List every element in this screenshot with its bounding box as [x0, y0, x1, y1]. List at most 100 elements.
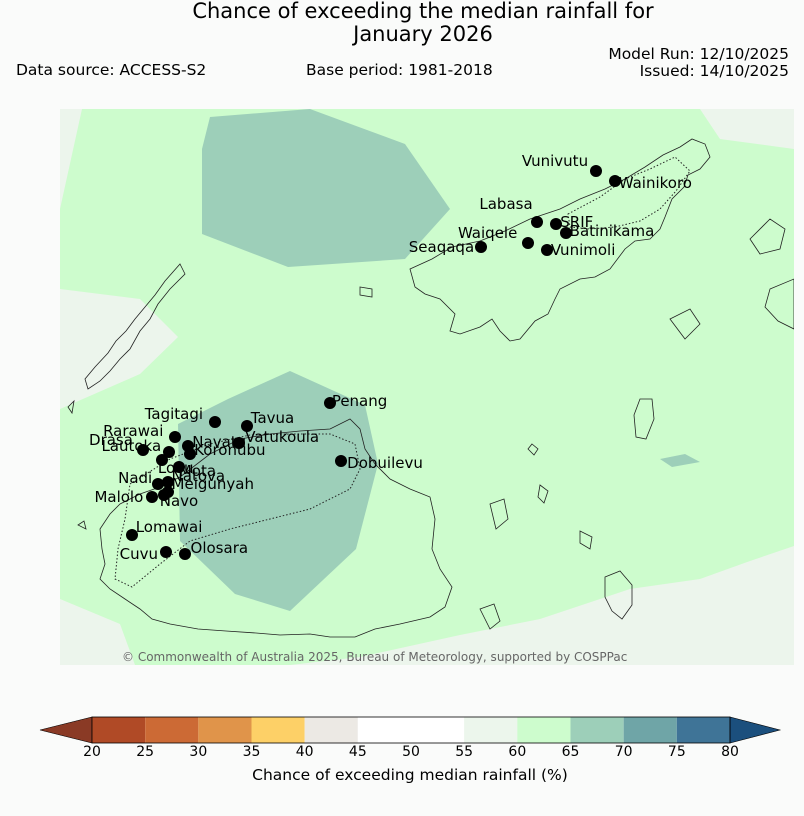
colorbar-swatch-75-80: [676, 717, 730, 743]
colorbar-frame: [91, 716, 731, 744]
base-period: Base period: 1981-2018: [306, 61, 493, 79]
station-marker-vunimoli: [540, 244, 553, 257]
station-marker-nadi: [152, 478, 165, 491]
station-marker-natova: [161, 476, 174, 489]
colorbar-tick-50: 50: [402, 744, 420, 760]
map-title: Chance of exceeding the median rainfall …: [0, 0, 804, 46]
colorbar-tick-65: 65: [561, 744, 580, 760]
station-marker-malolo: [146, 491, 159, 504]
station-label-vunivutu: Vunivutu: [521, 152, 589, 171]
colorbar-swatch-60-65: [517, 717, 571, 743]
station-marker-vunivutu: [589, 165, 602, 178]
station-marker-penang: [323, 397, 336, 410]
colorbar-tick-35: 35: [242, 744, 261, 760]
probability-zone-65-70-north: [202, 109, 450, 267]
colorbar-swatch-55-60: [464, 717, 518, 743]
yasawa-islands: [84, 263, 186, 390]
run-info: Model Run: 12/10/2025 Issued: 14/10/2025: [608, 46, 789, 80]
kadavu-coast: [604, 570, 633, 620]
map-canvas: [60, 109, 794, 665]
colorbar-under-arrow: [39, 716, 93, 744]
station-marker-waiqele: [521, 236, 534, 249]
station-label-navo: Navo: [159, 492, 199, 511]
colorbar-tick-75: 75: [667, 744, 686, 760]
station-label-koronubu: Koronubu: [194, 440, 266, 459]
rainfall-map: © Commonwealth of Australia 2025, Bureau…: [60, 109, 794, 665]
district-outlines: [114, 156, 691, 588]
station-label-dobuilevu: Dobuilevu: [347, 454, 423, 473]
station-label-drasa: Drasa: [89, 431, 133, 450]
station-marker-olosara: [178, 547, 191, 560]
probability-zone-65-70-east: [660, 454, 700, 467]
station-label-wainikoro: Wainikoro: [618, 173, 692, 192]
colorbar-tick-45: 45: [348, 744, 367, 760]
station-label-labasa: Labasa: [479, 195, 533, 214]
colorbar-tick-80: 80: [721, 744, 739, 760]
station-label-lomawai: Lomawai: [135, 517, 203, 536]
station-marker-drasa: [137, 444, 150, 457]
taveuni-coast: [764, 278, 794, 330]
colorbar-tick-20: 20: [83, 744, 101, 760]
colorbar-over-arrow: [729, 716, 782, 744]
station-marker-wainikoro: [608, 174, 621, 187]
station-label-meigunyah: Meigunyah: [171, 474, 254, 493]
station-marker-cuvu: [159, 545, 172, 558]
station-marker-lovu: [155, 453, 168, 466]
colorbar-swatch-35-40: [251, 717, 305, 743]
station-marker-vatukoula: [233, 436, 246, 449]
title-line-1: Chance of exceeding the median rainfall …: [192, 0, 654, 23]
colorbar-swatch-40-45: [304, 717, 358, 743]
district-outline-north: [567, 156, 691, 230]
colorbar: 20 25 30 35 40 45 50 55 60 65 70 75 80 Chance of exc…: [0, 700, 804, 800]
station-marker-labasa: [531, 216, 544, 229]
colorbar-tick-70: 70: [614, 744, 633, 760]
station-label-tavua: Tavua: [250, 408, 295, 427]
station-label-srif: SRIF: [560, 212, 594, 231]
viti-levu-coast: [99, 418, 453, 638]
vanua-levu-coast: [409, 138, 711, 342]
station-label-rarawai: Rarawai: [103, 421, 164, 440]
station-label-nadi: Nadi: [118, 469, 153, 488]
station-label-penang: Penang: [331, 392, 388, 411]
colorbar-swatch-50-55: [411, 717, 465, 743]
colorbar-tick-25: 25: [136, 744, 155, 760]
issued-date: Issued: 14/10/2025: [639, 62, 789, 80]
model-run: Model Run: 12/10/2025: [608, 45, 789, 63]
station-label-mota: Mota: [178, 462, 217, 481]
station-label-waiqele: Waiqele: [457, 223, 518, 242]
station-marker-lomawai: [125, 528, 138, 541]
station-marker-dobuilevu: [335, 455, 348, 468]
station-label-vatukoula: Vatukoula: [245, 427, 320, 446]
colorbar-tick-55: 55: [455, 744, 474, 760]
colorbar-swatch-70-75: [623, 717, 677, 743]
district-outline-west: [114, 433, 361, 588]
station-label-natova: Natova: [171, 467, 226, 486]
station-label-malolo: Malolo: [94, 488, 144, 507]
coastlines: [67, 138, 794, 638]
colorbar-tick-60: 60: [508, 744, 527, 760]
station-marker-koronubu: [184, 447, 197, 460]
station-marker-tavua: [240, 419, 253, 432]
station-label-seaqaqa: Seaqaqa: [408, 237, 475, 256]
station-marker-seaqaqa: [474, 240, 487, 253]
station-label-lautoka: Lautoka: [101, 437, 162, 456]
station-marker-srif: [550, 217, 563, 230]
data-source: Data source: ACCESS-S2: [16, 61, 207, 79]
station-label-tagitagi: Tagitagi: [144, 404, 204, 423]
title-line-2: January 2026: [353, 22, 493, 46]
station-marker-mota: [172, 461, 185, 474]
colorbar-tick-40: 40: [295, 744, 314, 760]
colorbar-tick-30: 30: [189, 744, 208, 760]
station-label-vunimoli: Vunimoli: [550, 241, 616, 260]
copyright-notice: © Commonwealth of Australia 2025, Bureau…: [122, 650, 628, 664]
colorbar-swatch-20-25: [92, 717, 146, 743]
small-islands: [67, 218, 786, 630]
station-marker-tagitagi: [208, 415, 221, 428]
colorbar-swatch-65-70: [570, 717, 624, 743]
colorbar-swatch-30-35: [198, 717, 252, 743]
colorbar-swatch-25-30: [145, 717, 199, 743]
colorbar-swatch-45-50: [357, 717, 411, 743]
station-marker-rarawai: [169, 430, 182, 443]
station-marker-batinikama: [559, 227, 572, 240]
station-label-cuvu: Cuvu: [119, 544, 159, 563]
